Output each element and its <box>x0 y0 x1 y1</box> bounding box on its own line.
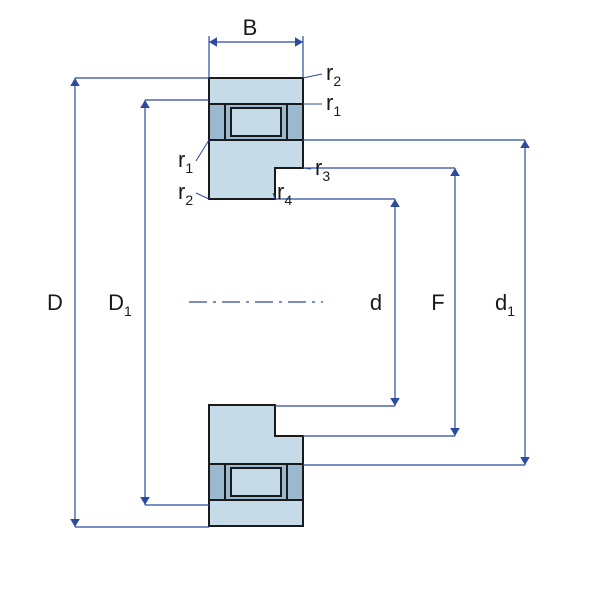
svg-text:B: B <box>243 15 258 40</box>
svg-text:d: d <box>370 290 382 315</box>
svg-text:D: D <box>47 290 63 315</box>
svg-text:F: F <box>431 290 444 315</box>
